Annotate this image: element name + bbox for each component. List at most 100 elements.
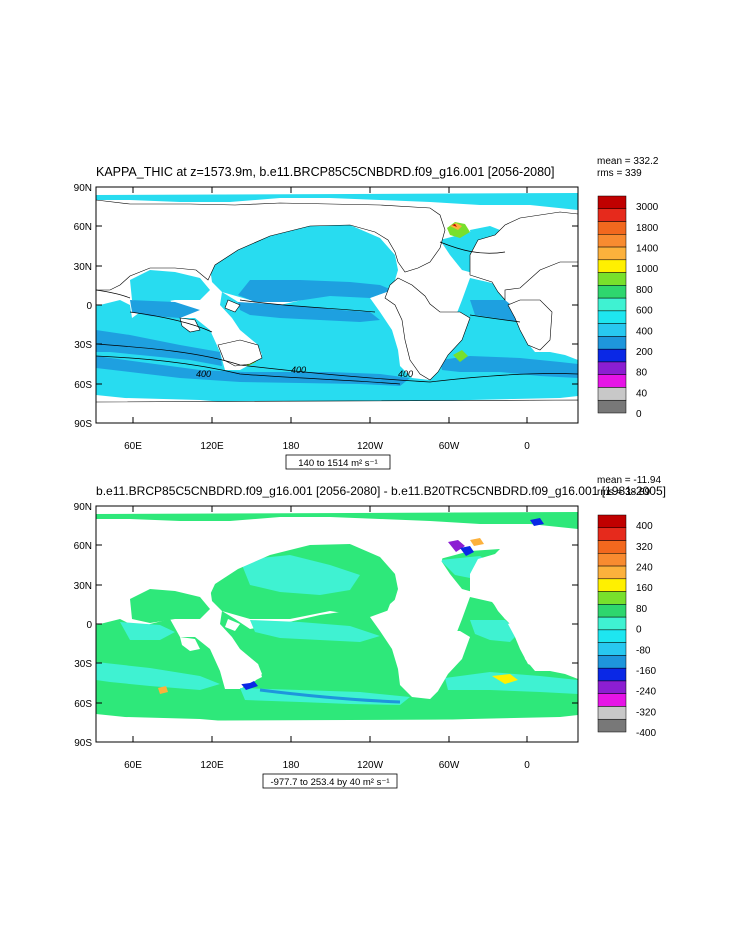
colorbar-label: -160 [636,666,656,677]
panel-2-x-tick-label: 0 [524,760,530,771]
colorbar-label: 240 [636,563,653,574]
colorbar-swatch [597,246,627,261]
panel-1-x-tick-label: 120E [200,441,224,452]
panel-1-y-tick-label: 0 [86,301,92,312]
panel-1-land [96,199,578,423]
panel-2-x-tick-label: 120E [200,760,224,771]
colorbar-swatch [597,285,627,299]
panel-1-x-tick-label: 60W [439,441,460,452]
panel-1-x-tick-label: 120W [357,441,384,452]
panel-2-rms: rms = 38.89 [597,487,651,498]
panel-2-x-tick-label: 120W [357,760,384,771]
colorbar-swatch [597,578,627,592]
colorbar-swatch [597,616,627,631]
colorbar-label: 1000 [636,264,659,275]
panel-2: b.e11.BRCP85C5CNBDRD.f09_g16.001 [2056-2… [74,475,666,789]
colorbar-label: 600 [636,306,653,317]
colorbar-swatch [597,527,627,541]
panel-1-x-tick-label: 180 [283,441,300,452]
colorbar-label: -80 [636,645,651,656]
colorbar-swatch [597,399,627,414]
colorbar-swatch [597,374,627,388]
colorbar-label: 160 [636,583,653,594]
colorbar-label: -240 [636,687,656,698]
panel-2-mean: mean = -11.94 [597,475,661,486]
colorbar-swatch [597,348,627,363]
colorbar-label: 400 [636,326,653,337]
colorbar-swatch [597,310,627,324]
colorbar-swatch [597,361,627,375]
colorbar-label: 800 [636,285,653,296]
panel-1-y-tick-label: 30N [74,262,92,273]
panel-2-range-box [262,773,398,789]
colorbar-swatch [597,297,627,312]
colorbar-label: -320 [636,707,656,718]
colorbar-label: 0 [636,409,642,420]
colorbar-label: 3000 [636,202,659,213]
panel-2-y-tick-label: 0 [86,620,92,631]
colorbar-label: 200 [636,347,653,358]
panel-2-land [96,519,578,742]
colorbar-swatch [597,680,627,694]
colorbar-swatch [597,272,627,286]
colorbar-swatch [597,553,627,567]
panel-1-blue-bands [96,280,578,386]
panel-1-y-tick-label: 60N [74,222,92,233]
panel-1-y-tick-label: 90S [74,419,92,430]
colorbar-label: -400 [636,728,656,739]
panel-2-y-axis [96,505,578,743]
colorbar-swatch [597,221,627,235]
panel-1-rms: rms = 339 [597,168,642,179]
colorbar-label: 0 [636,625,642,636]
colorbar-swatch [597,693,627,707]
panel-1-x-axis [132,187,528,423]
colorbar-swatch [597,655,627,669]
panel-2-x-tick-label: 180 [283,760,300,771]
colorbar-swatch [597,259,627,273]
colorbar-swatch [597,195,627,210]
colorbar-label: 40 [636,388,648,399]
colorbar-swatch [597,565,627,580]
panel-1: KAPPA_THIC at z=1573.9m, b.e11.BRCP85C5C… [74,156,659,470]
panel-2-title: b.e11.BRCP85C5CNBDRD.f09_g16.001 [2056-2… [96,484,666,498]
panel-1-y-tick-label: 60S [74,380,92,391]
panel-2-colorbar: 400 320 240 160 80 0 -80 -160 -240 -320 -400 [597,514,656,739]
colorbar-label: 1400 [636,244,659,255]
panel-2-y-tick-label: 90N [74,502,92,513]
colorbar-label: 80 [636,368,648,379]
panel-1-contours [96,241,578,385]
panel-1-map [96,187,578,423]
panel-1-contour-label: 400 [291,365,306,375]
colorbar-label: 320 [636,542,653,553]
colorbar-swatch [597,591,627,605]
colorbar-swatch [597,336,627,350]
panel-1-title: KAPPA_THIC at z=1573.9m, b.e11.BRCP85C5C… [96,165,554,179]
colorbar-swatch [597,604,627,618]
colorbar-swatch [597,642,627,656]
panel-2-x-tick-label: 60W [439,760,460,771]
panel-2-range-label: -977.7 to 253.4 by 40 m² s⁻¹ [270,777,389,788]
colorbar-swatch [597,208,627,222]
panel-1-contour-label: 400 [196,369,211,379]
panel-2-y-tick-label: 60S [74,699,92,710]
colorbar-swatch [597,540,627,554]
panel-2-y-tick-label: 90S [74,738,92,749]
panel-2-y-tick-label: 30N [74,581,92,592]
colorbar-label: 1800 [636,223,659,234]
panel-1-y-tick-label: 90N [74,183,92,194]
colorbar-swatch [597,706,627,720]
panel-1-contour-label: 400 [398,369,413,379]
panel-2-y-tick-label: 30S [74,659,92,670]
panel-1-mean: mean = 332.2 [597,156,659,167]
panel-2-map [96,506,578,742]
colorbar-label: 400 [636,521,653,532]
panel-2-y-tick-label: 60N [74,541,92,552]
colorbar-swatch [597,718,627,733]
colorbar-label: 80 [636,604,648,615]
colorbar-swatch [597,514,627,529]
panel-2-x-tick-label: 60E [124,760,142,771]
panel-1-range-box [285,454,391,470]
panel-2-x-axis [132,506,528,742]
